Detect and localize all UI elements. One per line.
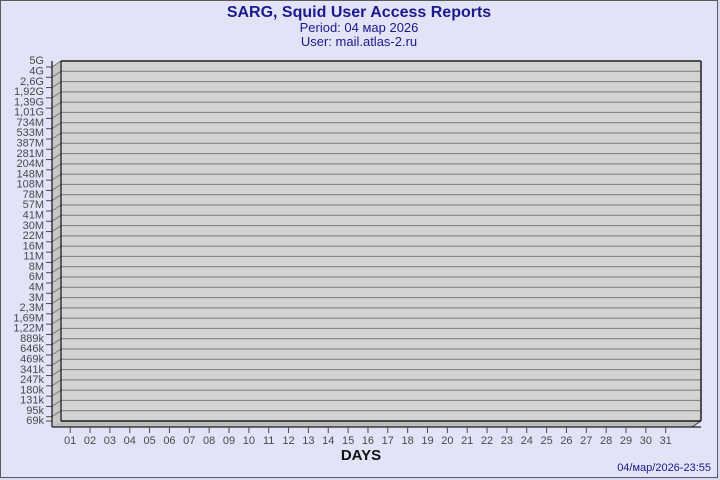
svg-text:13: 13 xyxy=(302,435,314,447)
svg-text:19: 19 xyxy=(421,435,433,447)
svg-text:09: 09 xyxy=(223,435,235,447)
svg-text:28: 28 xyxy=(600,435,612,447)
svg-text:22: 22 xyxy=(481,435,493,447)
svg-text:16: 16 xyxy=(362,435,374,447)
svg-text:08: 08 xyxy=(203,435,215,447)
svg-text:29: 29 xyxy=(620,435,632,447)
svg-text:10: 10 xyxy=(243,435,255,447)
svg-text:18: 18 xyxy=(402,435,414,447)
svg-text:06: 06 xyxy=(163,435,175,447)
svg-text:05: 05 xyxy=(143,435,155,447)
svg-text:03: 03 xyxy=(104,435,116,447)
svg-text:21: 21 xyxy=(461,435,473,447)
svg-text:17: 17 xyxy=(382,435,394,447)
svg-text:07: 07 xyxy=(183,435,195,447)
svg-text:11: 11 xyxy=(263,435,274,447)
svg-text:27: 27 xyxy=(580,435,592,447)
svg-text:69k: 69k xyxy=(26,415,44,427)
svg-text:12: 12 xyxy=(282,435,294,447)
svg-text:02: 02 xyxy=(84,435,96,447)
svg-text:04: 04 xyxy=(124,435,136,447)
svg-text:25: 25 xyxy=(540,435,552,447)
svg-text:23: 23 xyxy=(501,435,513,447)
svg-text:20: 20 xyxy=(441,435,453,447)
svg-text:30: 30 xyxy=(640,435,652,447)
svg-text:31: 31 xyxy=(660,435,672,447)
svg-text:26: 26 xyxy=(560,435,572,447)
svg-text:24: 24 xyxy=(521,435,533,447)
svg-text:01: 01 xyxy=(64,435,76,447)
svg-text:15: 15 xyxy=(342,435,354,447)
svg-text:14: 14 xyxy=(322,435,334,447)
